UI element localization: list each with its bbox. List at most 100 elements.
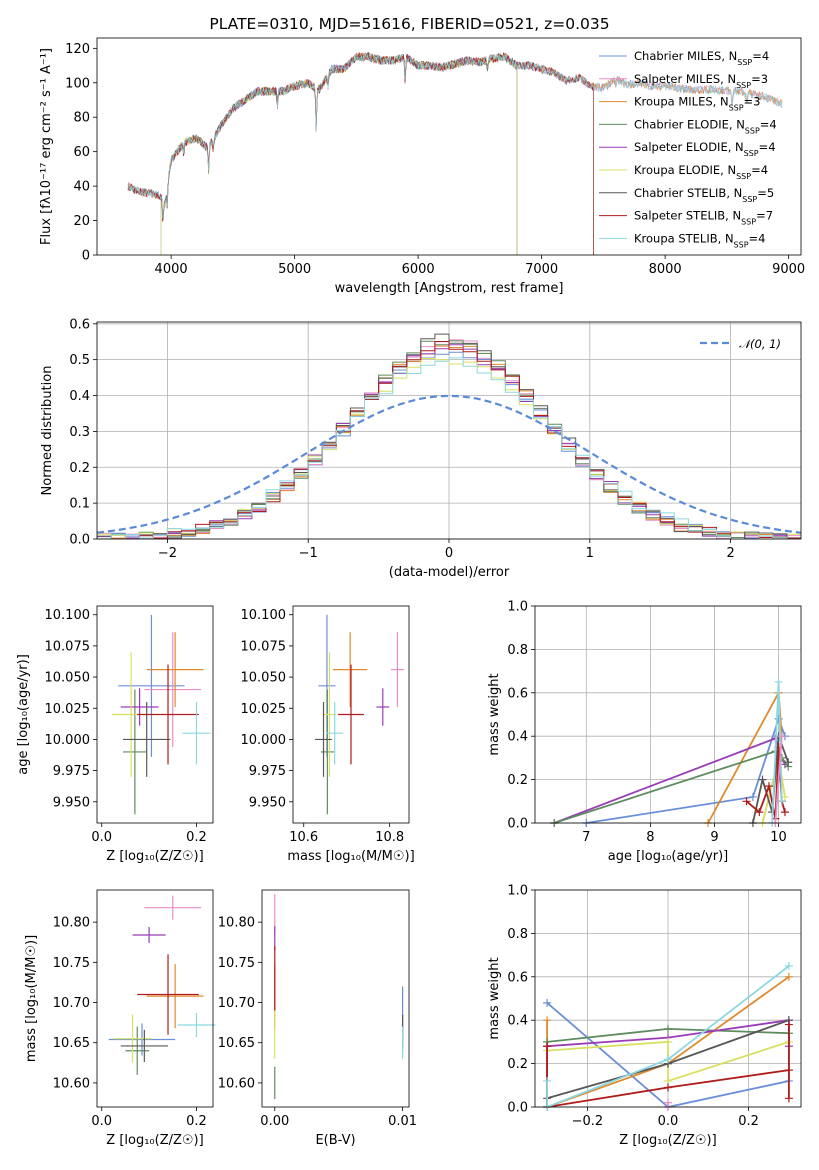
legend-entry: 𝒩(0, 1) [739,337,781,351]
plus-marker [777,732,786,741]
spectrum-line [127,51,594,255]
plus-marker [543,998,552,1007]
spectrum-line [160,52,518,255]
legend-entry-subscript: SSP [736,172,751,181]
y-tick-label: 10.050 [45,671,91,686]
y-tick-label: 0.1 [69,497,90,512]
mass-weight-line [546,965,790,1109]
x-tick-label: 2 [726,546,734,561]
errorbar-point [320,689,334,815]
legend-entry-count: =4 [759,140,776,154]
y-tick-label: 10.025 [45,702,91,717]
legend-entry-count: =5 [757,186,774,200]
errorbar-point [113,1014,152,1063]
y-tick-label: 10.65 [53,1036,90,1051]
legend-entry-subscript: SSP [734,240,749,249]
legend-entry-n: N [727,72,736,86]
y-tick-label: 0.2 [69,461,90,476]
panel-mass_vs_Z: 0.0 0.2 10.60 10.65 10.70 10.75 10.80 Z [log₁₀(… [24,889,216,1148]
x-tick-label: 0.2 [186,1114,207,1129]
histogram-step [97,341,801,539]
y-tick-label: 0.4 [69,389,90,404]
plus-marker [742,797,751,806]
y-tick-label: 0.0 [507,817,528,832]
legend-entry-label: Salpeter MILES, [634,72,727,86]
plus-marker [543,1042,552,1051]
legend-entry: Chabrier ELODIE, NSSP=4 [634,117,777,135]
x-tick-label: 0.0 [658,1114,679,1129]
errorbar-point [123,689,147,815]
x-tick-label: 7 [582,830,590,845]
axes-frame [261,889,410,1108]
plus-marker [664,1083,672,1092]
legend-entry-subscript: SSP [744,149,759,158]
panel-massweight_vs_Z: −0.2 0.0 0.2 0.0 0.2 0.4 0.6 0.8 1.0 Z [log₁₀(Z/Z… [487,884,802,1148]
x-tick-label: 8000 [649,262,682,277]
mass-weight-line [553,750,789,824]
x-tick-label: 8 [646,830,654,845]
panel-spectrum: 4000 5000 6000 7000 8000 9000 0 20 40 60 80 100 120 w… [39,37,805,296]
mass-weight-line [707,689,783,824]
y-tick-label: 10.60 [53,1076,90,1091]
y-tick-label: 0.5 [69,353,90,368]
axes-frame [96,321,802,540]
y-tick-label: 0.6 [507,686,528,701]
y-tick-label: 0.6 [69,317,90,332]
legend-entry-label: Kroupa ELODIE, [634,163,727,177]
y-axis-label: mass weight [487,957,502,1039]
plus-marker [784,758,793,767]
y-tick-label: 10.000 [241,733,287,748]
legend-entry: Chabrier STELIB, NSSP=5 [634,186,774,204]
errorbar-point [326,702,344,765]
errorbar-point [323,652,336,777]
x-tick-label: 5000 [278,262,311,277]
y-tick-label: 100 [65,76,90,91]
axes-frame [96,605,214,824]
panel-residuals: −2 −1 0 1 2 0.0 0.1 0.2 0.3 0.4 0.5 0.6 (data-model)… [40,317,802,580]
chart-title: PLATE=0310, MJD=51616, FIBERID=0521, z=0… [209,15,609,33]
y-tick-label: 10.075 [241,639,287,654]
y-tick-label: 120 [65,42,90,57]
errorbar-point [137,954,199,1035]
normal-curve [97,394,801,534]
errorbar-point [338,664,364,765]
y-tick-label: 10.050 [241,671,287,686]
legend-entry: Kroupa MILES, NSSP=3 [634,95,761,113]
plus-marker [784,1094,793,1103]
y-tick-label: 9.950 [53,795,90,810]
y-tick-label: 1.0 [507,884,528,899]
legend-entry-subscript: SSP [736,80,751,89]
legend-entry-subscript: SSP [737,58,752,67]
legend-entry-count: =4 [752,49,769,63]
y-tick-label: 0.2 [507,1057,528,1072]
y-tick-label: 0 [82,249,90,264]
errorbar-point [132,926,166,944]
x-tick-label: −0.2 [572,1114,604,1129]
legend-entry-subscript: SSP [729,103,744,112]
spectrum-line [127,51,594,255]
x-tick-label: 0 [445,546,453,561]
y-tick-label: 10.025 [241,702,287,717]
plus-marker [777,797,786,806]
errorbar-point [146,632,204,708]
y-tick-label: 20 [73,214,90,229]
legend-entry-n: N [734,186,743,200]
errorbar-point [144,895,202,920]
legend-entry-n: N [736,117,745,131]
x-tick-label: 9000 [772,262,805,277]
legend-entry-subscript: SSP [742,194,757,203]
legend-entry-n: N [727,163,736,177]
y-tick-label: 1.0 [507,600,528,615]
legend-entry-label: Chabrier MILES, [634,49,729,63]
plus-marker [780,808,789,817]
x-axis-label: Z [log₁₀(Z/Z☉)] [106,849,203,864]
x-tick-label: −1 [299,546,318,561]
y-axis-label: mass [log₁₀(M/M☉)] [24,935,39,1062]
y-tick-label: 9.950 [249,795,286,810]
errorbar-point [123,702,171,777]
legend-entry: Salpeter STELIB, NSSP=7 [634,209,773,227]
y-tick-label: 10.70 [218,996,255,1011]
panel-mass_vs_ebv: 0.00 0.01 10.60 10.65 10.70 10.75 10.80 E(B-V) [218,889,417,1148]
plus-marker [755,808,764,817]
